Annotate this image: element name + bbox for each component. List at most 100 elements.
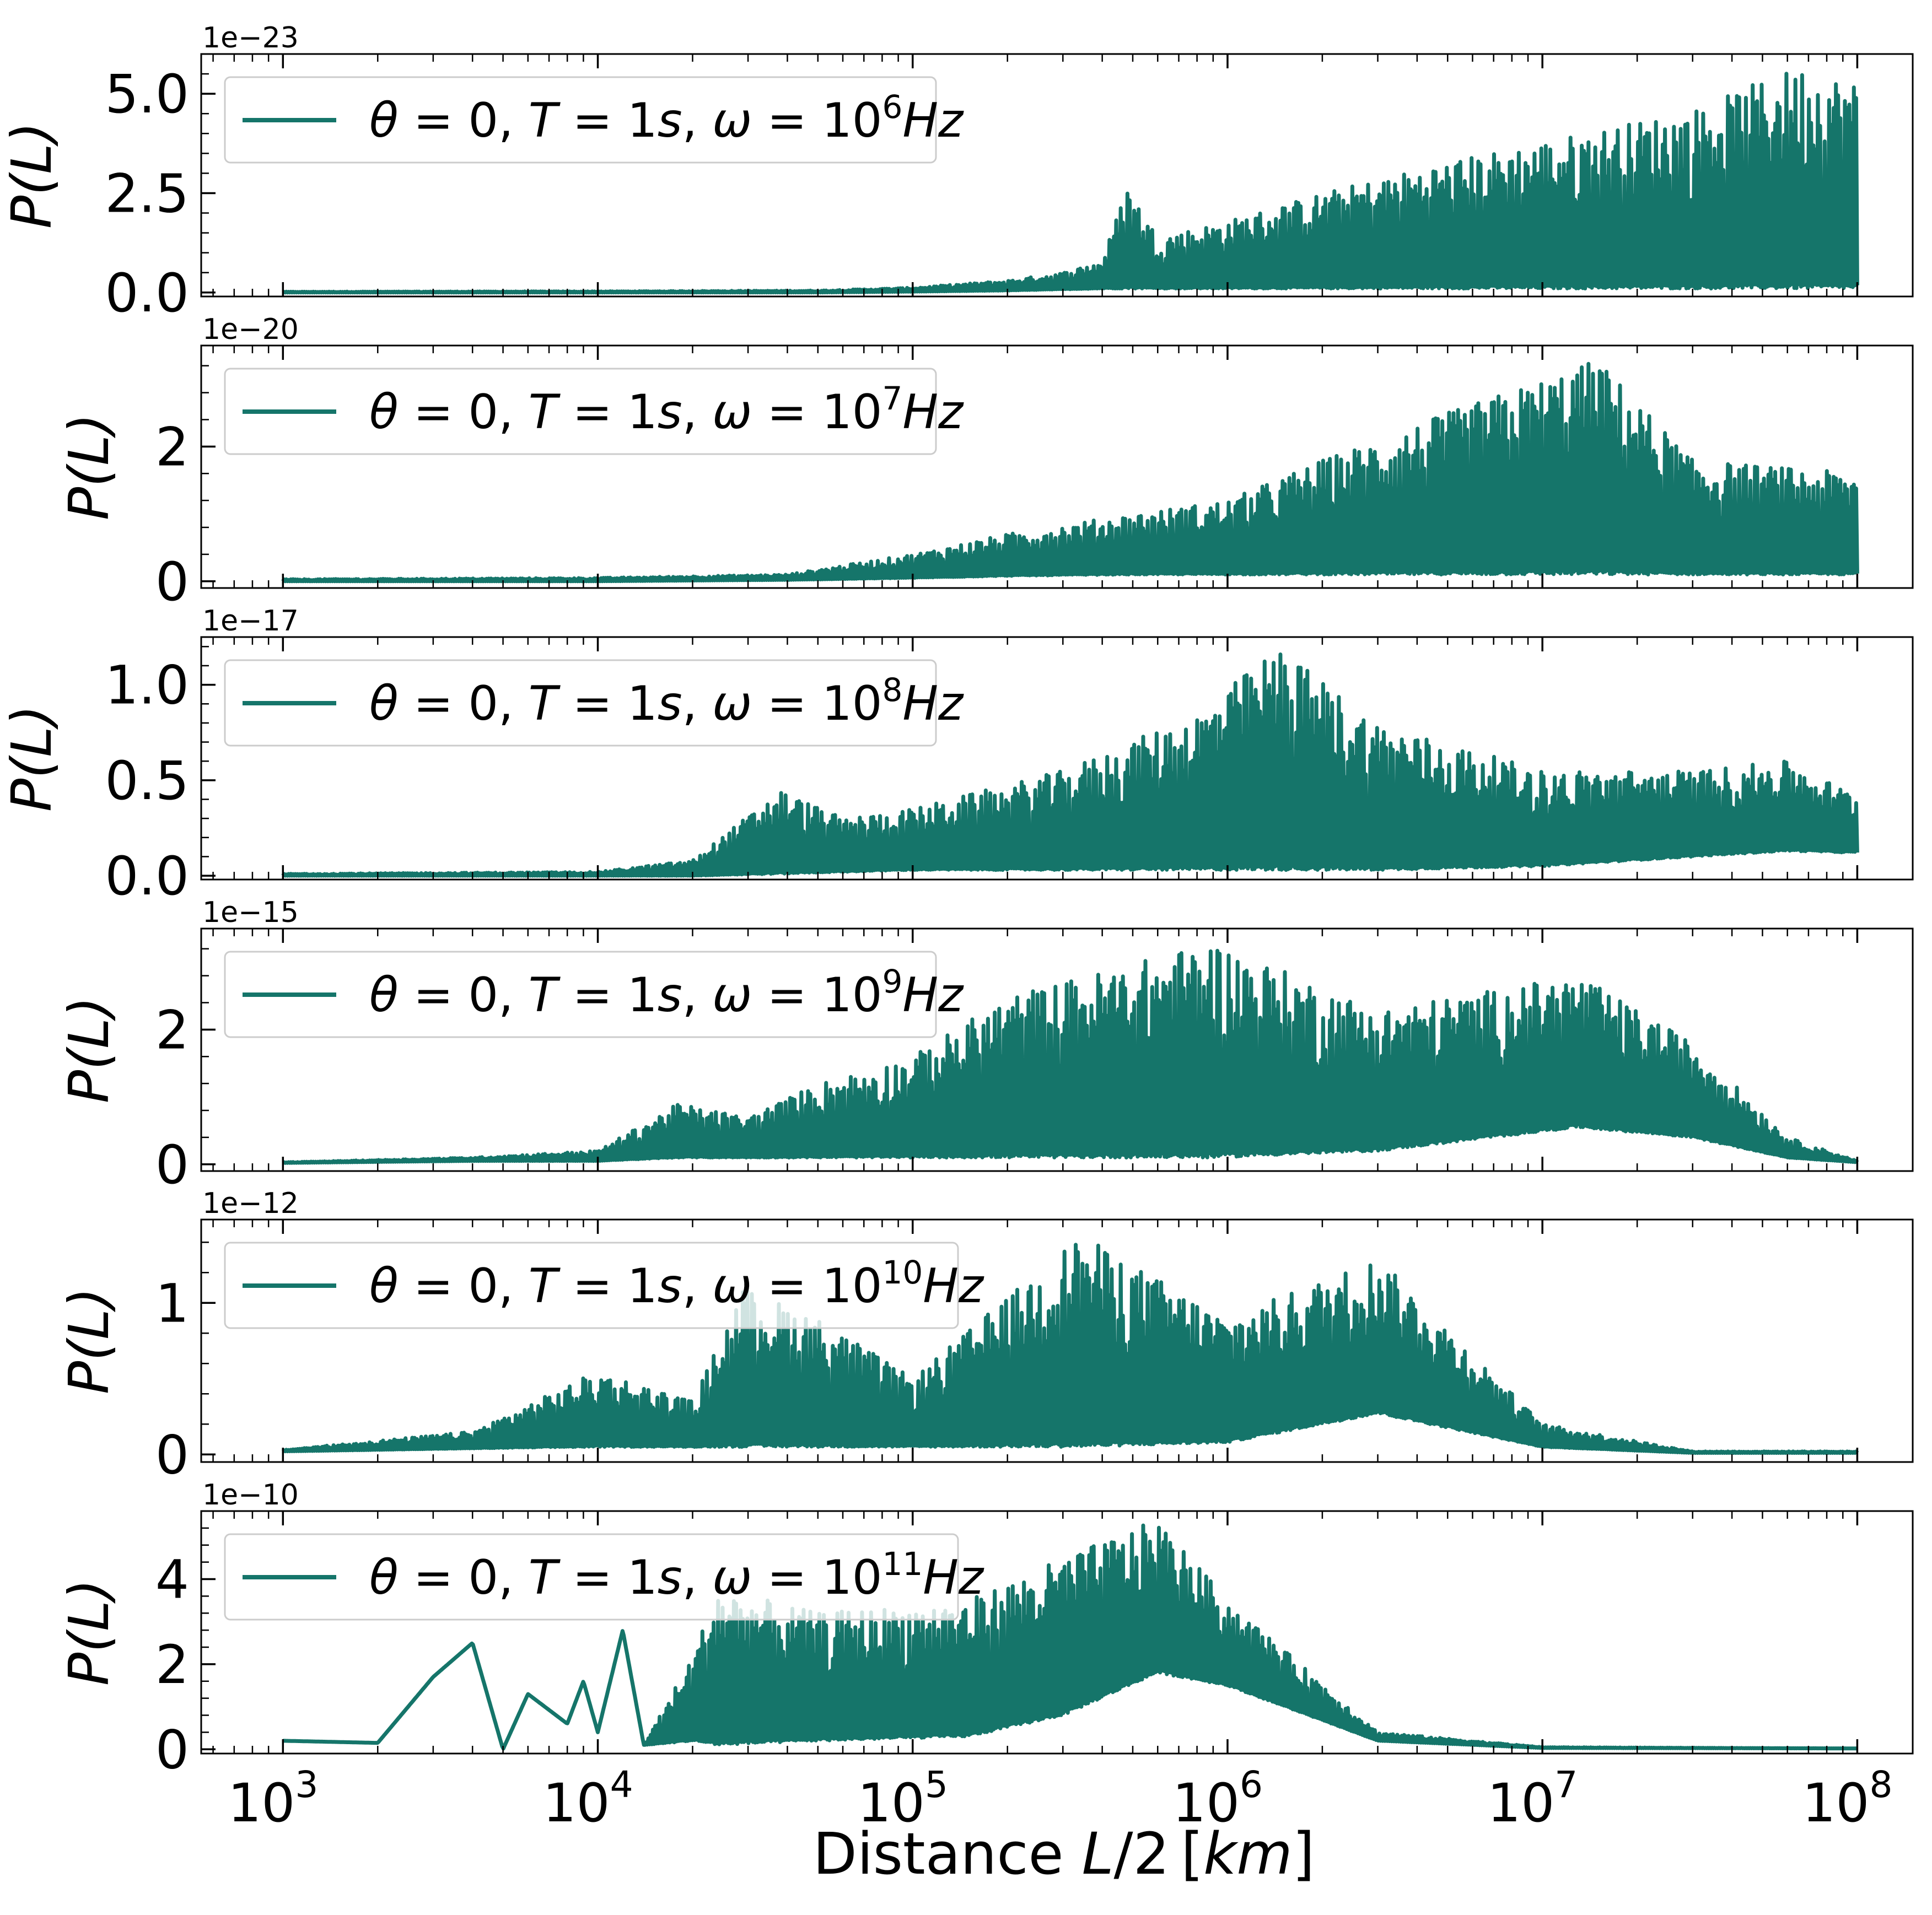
legend-text-part: ω bbox=[712, 676, 752, 731]
y-axis-label-text: P(L) bbox=[0, 705, 64, 812]
legend-text-part: θ bbox=[369, 1550, 399, 1605]
y-axis-label: P(L) bbox=[57, 1579, 121, 1686]
series-line bbox=[282, 72, 1859, 295]
legend-text-part: = 10 bbox=[752, 968, 882, 1023]
y-tick-label: 0 bbox=[155, 1719, 189, 1781]
axes-frame bbox=[200, 344, 1914, 589]
axes-frame bbox=[200, 1510, 1914, 1755]
x-axis-label: Distance L/2 [km] bbox=[813, 1820, 1315, 1887]
y-tick-label: 0 bbox=[155, 1424, 189, 1486]
legend-text-part: = 1 bbox=[557, 676, 657, 731]
y-tick-label: 0 bbox=[155, 551, 189, 613]
y-offset-label: 1e−23 bbox=[202, 21, 299, 55]
legend: θ = 0, T = 1s, ω = 106Hz bbox=[224, 76, 964, 164]
legend-frame bbox=[224, 1242, 959, 1329]
y-tick-label: 1.0 bbox=[105, 655, 189, 716]
x-tick-label-base: 10 bbox=[542, 1772, 610, 1834]
y-offset-label: 1e−12 bbox=[202, 1187, 299, 1220]
legend-text-part: ω bbox=[712, 968, 752, 1023]
legend-unit: Hz bbox=[923, 1550, 984, 1605]
legend-frame bbox=[224, 659, 937, 747]
legend-text-part: T bbox=[529, 1550, 561, 1605]
series-line bbox=[282, 948, 1859, 1165]
y-tick-label: 5.0 bbox=[105, 63, 189, 125]
legend-text-part: , bbox=[682, 968, 713, 1023]
legend: θ = 0, T = 1s, ω = 108Hz bbox=[224, 659, 964, 747]
legend-text-part: = 10 bbox=[752, 1550, 882, 1605]
legend-text-part: T bbox=[529, 968, 561, 1023]
panel-1: 0.0 2.5 5.0 1e−23 P(L) θ = 0, T = 1s, ω = 106… bbox=[0, 21, 1914, 324]
series-line bbox=[281, 1243, 1859, 1455]
legend-text-part: s bbox=[658, 93, 682, 148]
legend-exponent: 6 bbox=[882, 88, 902, 126]
y-axis-label-text: P(L) bbox=[57, 1579, 121, 1686]
y-axis-label: P(L) bbox=[0, 705, 64, 812]
panel-3: 0.0 0.5 1.0 1e−17 P(L) θ = 0, T = 1s, ω = 108… bbox=[0, 605, 1914, 907]
series-line bbox=[281, 362, 1859, 584]
x-tick-label: 104 bbox=[542, 1763, 633, 1834]
panel-4: 0 2 1e−15 P(L) θ = 0, T = 1s, ω = 109Hz bbox=[57, 896, 1914, 1196]
x-axis-label-part: Distance bbox=[813, 1820, 1082, 1887]
legend-text-part: = 1 bbox=[557, 968, 657, 1023]
legend-text-part: T bbox=[529, 93, 561, 148]
legend-text-part: T bbox=[529, 676, 561, 731]
legend-text-part: s bbox=[658, 1259, 682, 1314]
y-axis-label: P(L) bbox=[57, 996, 121, 1103]
x-tick-label-exp: 8 bbox=[1869, 1763, 1892, 1806]
legend-text-part: s bbox=[658, 385, 682, 440]
legend-text-part: = 10 bbox=[752, 676, 882, 731]
x-tick-labels: 103 104 105 106 107 108 bbox=[228, 1763, 1892, 1834]
y-tick-label: 2.5 bbox=[105, 163, 189, 224]
legend-frame bbox=[224, 368, 937, 455]
legend-unit: Hz bbox=[902, 93, 964, 148]
x-tick-label: 107 bbox=[1487, 1763, 1578, 1834]
legend-text-part: ω bbox=[712, 1550, 752, 1605]
legend-text-part: T bbox=[529, 385, 561, 440]
legend-text-part: θ bbox=[369, 676, 399, 731]
x-axis-label-part: km bbox=[1203, 1820, 1293, 1887]
series-line bbox=[282, 1523, 1858, 1751]
y-tick-label: 4 bbox=[155, 1549, 189, 1611]
legend-text: θ = 0, T = 1s, ω = 107Hz bbox=[369, 380, 964, 440]
legend-unit: Hz bbox=[923, 1259, 984, 1314]
x-tick-label-exp: 4 bbox=[610, 1763, 633, 1806]
legend-text-part: s bbox=[658, 968, 682, 1023]
x-tick-label-exp: 7 bbox=[1554, 1763, 1578, 1806]
axes-frame bbox=[200, 927, 1914, 1172]
legend-exponent: 11 bbox=[882, 1545, 923, 1583]
legend: θ = 0, T = 1s, ω = 109Hz bbox=[224, 951, 964, 1038]
y-offset-label: 1e−15 bbox=[202, 896, 299, 929]
panels: 0.02.55.01e−23P(L)θ = 0, T = 1s, ω = 106… bbox=[0, 21, 1914, 1781]
axes-frame bbox=[200, 53, 1914, 298]
legend-text: θ = 0, T = 1s, ω = 109Hz bbox=[369, 963, 964, 1023]
legend-text-part: , bbox=[682, 676, 713, 731]
legend-exponent: 9 bbox=[882, 963, 902, 1000]
legend-text-part: = 0, bbox=[399, 1259, 529, 1314]
y-axis-label-text: P(L) bbox=[57, 1287, 121, 1394]
x-tick-label-base: 10 bbox=[1802, 1772, 1869, 1834]
axes-frame bbox=[200, 1218, 1914, 1463]
legend-text-part: ω bbox=[712, 1259, 752, 1314]
panel-6: 0 2 4 1e−10 P(L) θ = 0, T = 1s, ω = 1011Hz bbox=[57, 1479, 1914, 1781]
legend-text-part: = 10 bbox=[752, 93, 882, 148]
legend-text-part: θ bbox=[369, 968, 399, 1023]
legend-text-part: = 1 bbox=[557, 93, 657, 148]
axes-frame bbox=[200, 636, 1914, 881]
y-tick-label: 0.5 bbox=[105, 750, 189, 812]
y-tick-label: 0.0 bbox=[105, 262, 189, 324]
legend-text-part: = 0, bbox=[399, 93, 529, 148]
legend-text: θ = 0, T = 1s, ω = 108Hz bbox=[369, 671, 964, 731]
y-axis-label: P(L) bbox=[57, 1287, 121, 1394]
x-tick-label-exp: 6 bbox=[1240, 1763, 1263, 1806]
legend-text-part: , bbox=[682, 385, 713, 440]
x-axis-label-part: L bbox=[1082, 1820, 1114, 1887]
x-axis-label-part: ] bbox=[1293, 1820, 1315, 1887]
legend-frame bbox=[224, 1533, 959, 1621]
legend-text-part: ω bbox=[712, 93, 752, 148]
x-tick-label-exp: 3 bbox=[295, 1763, 318, 1806]
legend-exponent: 8 bbox=[882, 671, 902, 709]
legend-exponent: 10 bbox=[882, 1254, 923, 1291]
legend: θ = 0, T = 1s, ω = 107Hz bbox=[224, 368, 964, 455]
y-axis-label: P(L) bbox=[0, 122, 64, 229]
y-axis-label-text: P(L) bbox=[57, 413, 121, 520]
